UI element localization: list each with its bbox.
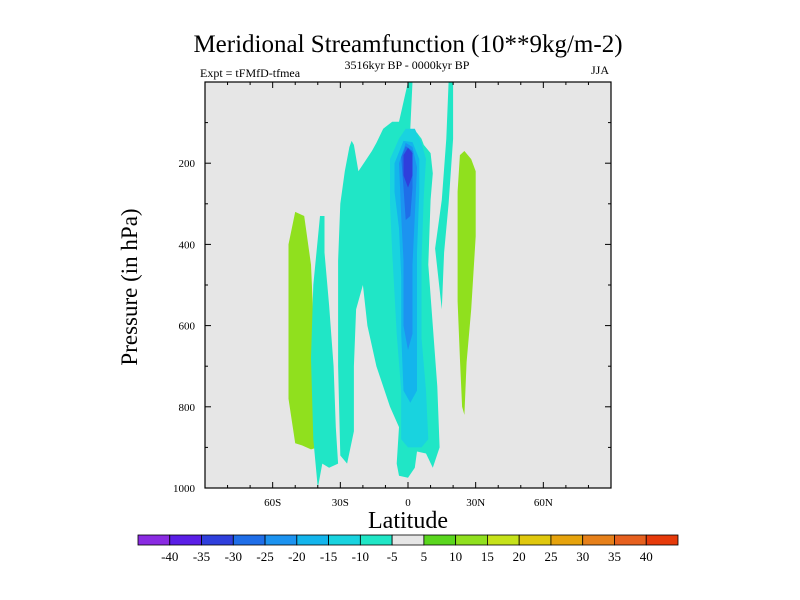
colorbar-label: 40 [640,549,653,564]
axis-ticks: 60S 30S 0 30N 60N 200 400 600 800 1000 [173,82,611,509]
x-tick-label: 30S [332,497,349,509]
colorbar-swatch [201,534,234,546]
contour-region-nh-vertical-band [435,82,454,310]
y-tick-label: 600 [179,321,196,333]
colorbar-swatch [296,534,329,546]
colorbar-swatch [423,534,457,546]
colorbar-swatch [264,534,298,546]
colorbar-swatch [391,534,425,546]
contour-region-nh-positive-cell [457,151,476,415]
contour-region-level-25 [399,142,417,350]
contour-region-sh-positive-cell [288,211,318,450]
colorbar-label: -35 [193,549,210,564]
x-tick-label: 30N [466,497,485,509]
colorbar-swatch [582,534,615,546]
colorbar-label: 30 [576,549,589,564]
colorbar-label: 10 [449,549,462,564]
colorbar-label: -40 [161,549,178,564]
colorbar-label: 20 [513,549,526,564]
colorbar-label: 15 [481,549,494,564]
period-label: 3516kyr BP - 0000kyr BP [345,58,470,72]
x-tick-label: 60N [534,497,553,509]
colorbar-swatch [645,534,679,546]
contour-region-south-outer-band [311,216,339,488]
colorbar-label: -5 [387,549,398,564]
colorbar-swatch [614,534,647,546]
colorbar-swatch [455,534,488,546]
colorbar-swatch [169,534,202,546]
colorbar-label: -25 [256,549,273,564]
x-tick-label: 60S [264,497,281,509]
y-tick-label: 200 [179,158,196,170]
colorbar-label: -10 [352,549,369,564]
contour-region-level-35 [403,147,413,188]
colorbar-label: -20 [288,549,305,564]
colorbar-label: 35 [608,549,621,564]
y-tick-label: 800 [179,402,196,414]
colorbar-label: 25 [544,549,557,564]
colorbar-swatch [487,534,520,546]
chart-title: Meridional Streamfunction (10**9kg/m-2) [193,31,622,58]
y-axis-label: Pressure (in hPa) [117,208,142,365]
x-axis-label: Latitude [368,508,448,534]
colorbar-label: -30 [225,549,242,564]
colorbar-label: 5 [421,549,428,564]
colorbar-swatch [328,534,361,546]
colorbar-swatch [550,534,584,546]
y-tick-label: 1000 [173,483,196,495]
colorbar-swatch [232,534,266,546]
colorbar-swatch [518,534,552,546]
colorbar: -40 -35 -30 -25 -20 -15 -10 -5 5 10 15 20 25 30 35 40 [137,534,679,564]
season-label: JJA [591,63,609,77]
experiment-label: Expt = tFMfD-tfmea [200,66,301,80]
y-tick-label: 400 [179,239,196,251]
colorbar-swatch [359,534,393,546]
colorbar-label: -15 [320,549,337,564]
colorbar-swatch [137,534,171,546]
x-tick-label: 0 [405,497,411,509]
contour-regions [288,82,476,488]
